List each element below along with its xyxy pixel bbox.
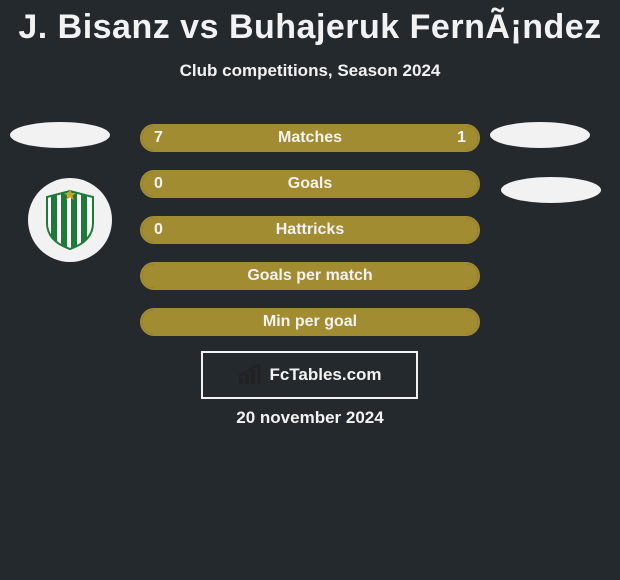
- stat-bar-goals: 0 Goals: [140, 170, 480, 198]
- stat-label: Min per goal: [142, 313, 478, 331]
- branding-box: FcTables.com: [201, 351, 418, 399]
- branding-text: FcTables.com: [269, 365, 381, 385]
- shield-icon: [45, 189, 95, 251]
- stats-bars: 7 Matches 1 0 Goals 0 Hattricks Goals pe…: [140, 124, 480, 354]
- stat-label: Goals per match: [142, 267, 478, 285]
- stat-label: Goals: [142, 175, 478, 193]
- player-left-pill-1: [10, 122, 110, 148]
- stat-bar-min-per-goal: Min per goal: [140, 308, 480, 336]
- stat-value-right: 1: [457, 129, 466, 147]
- stat-label: Matches: [142, 129, 478, 147]
- stat-bar-hattricks: 0 Hattricks: [140, 216, 480, 244]
- player-right-pill-2: [501, 177, 601, 203]
- page-subtitle: Club competitions, Season 2024: [0, 61, 620, 81]
- club-logo-left: [28, 178, 112, 262]
- stat-bar-matches: 7 Matches 1: [140, 124, 480, 152]
- stat-bar-goals-per-match: Goals per match: [140, 262, 480, 290]
- date-text: 20 november 2024: [0, 408, 620, 428]
- page-title: J. Bisanz vs Buhajeruk FernÃ¡ndez: [0, 0, 620, 47]
- stat-label: Hattricks: [142, 221, 478, 239]
- player-right-pill-1: [490, 122, 590, 148]
- chart-icon: [237, 364, 263, 386]
